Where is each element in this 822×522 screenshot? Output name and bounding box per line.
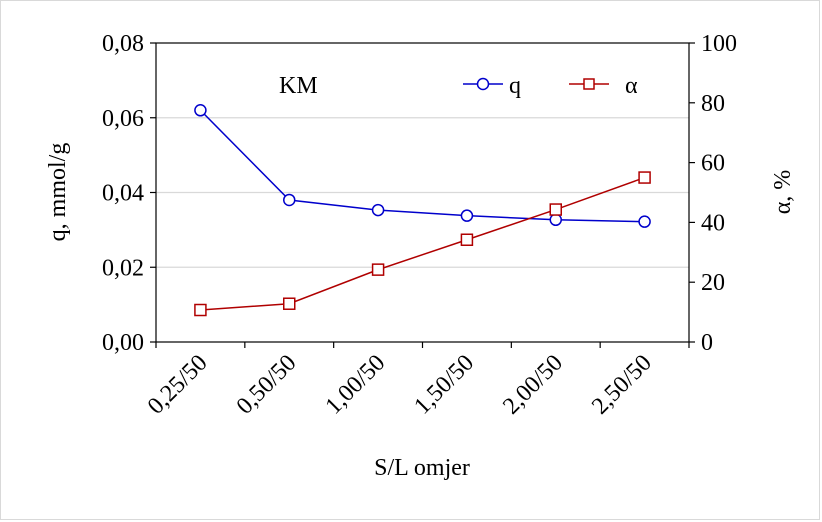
legend: q α (463, 73, 638, 99)
x-axis-title: S/L omjer (374, 455, 470, 481)
data-point-alpha (194, 303, 207, 317)
series-line-q (199, 109, 645, 223)
data-point-alpha (283, 297, 296, 310)
y2-tick-label: 100 (701, 31, 737, 57)
gridlines (156, 117, 689, 268)
data-point-alpha (549, 203, 562, 216)
data-point-q (549, 213, 562, 227)
data-point-q (638, 215, 651, 228)
y-axis-title: q, mmol/g (45, 143, 71, 242)
series-line-alpha (200, 176, 645, 311)
legend-alpha-marker (583, 78, 595, 90)
y2-axis-title: α, % (770, 170, 796, 215)
data-point-q (283, 193, 296, 207)
x-tick-label: 0,25/50 (143, 350, 213, 420)
data-point-alpha (638, 171, 651, 184)
y2-tick-label: 80 (701, 91, 725, 117)
chart-annotation: KM (279, 73, 318, 99)
y2-tick-label: 0 (701, 330, 713, 356)
series (194, 104, 651, 317)
y-tick-label: 0,06 (102, 106, 144, 132)
y2-tick-label: 40 (701, 210, 725, 236)
data-point-q (460, 209, 474, 222)
y-tick-label: 0,02 (102, 255, 144, 281)
y-tick-label: 0,08 (102, 31, 144, 57)
data-point-q (194, 104, 207, 117)
x-tick-label: 2,50/50 (587, 350, 657, 420)
legend-q-label: q (509, 73, 521, 99)
legend-alpha-label: α (625, 73, 638, 99)
legend-q-marker (476, 77, 490, 91)
x-tick-label: 1,50/50 (409, 350, 479, 420)
y2-tick-label: 20 (701, 270, 725, 296)
data-point-alpha (371, 263, 385, 276)
y-tick-label: 0,04 (102, 181, 144, 207)
x-tick-label: 2,00/50 (498, 350, 568, 420)
x-tick-label: 1,00/50 (321, 350, 391, 420)
y2-tick-label: 60 (701, 151, 725, 177)
x-tick-label: 0,50/50 (232, 350, 302, 420)
y-tick-label: 0,00 (102, 330, 144, 356)
data-point-alpha (460, 233, 474, 246)
data-point-q (371, 203, 385, 217)
